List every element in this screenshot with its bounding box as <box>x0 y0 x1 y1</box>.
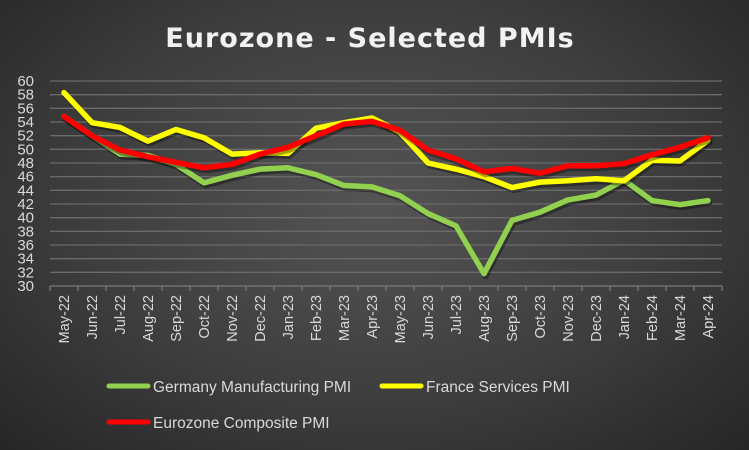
x-tick-label: Jun-22 <box>85 295 101 339</box>
y-tick-label: 60 <box>17 73 34 90</box>
x-tick-label: Mar-24 <box>673 295 689 341</box>
series-shadow <box>62 116 713 280</box>
legend-label-germany: Germany Manufacturing PMI <box>153 379 351 396</box>
x-tick-label: Apr-24 <box>701 295 717 339</box>
x-tick-label: Jul-22 <box>113 295 129 335</box>
legend-label-eurozone: Eurozone Composite PMI <box>153 415 330 432</box>
x-tick-label: Dec-22 <box>253 295 269 342</box>
chart-title: Eurozone - Selected PMIs <box>165 23 574 54</box>
y-tick-label: 30 <box>17 278 34 295</box>
x-tick-label: Jun-23 <box>421 295 437 339</box>
x-tick-label: Mar-23 <box>337 295 353 341</box>
y-tick-label: 56 <box>17 100 34 117</box>
y-tick-label: 44 <box>17 182 34 199</box>
x-tick-label: Nov-22 <box>225 295 241 342</box>
legend: Germany Manufacturing PMI France Service… <box>106 379 570 432</box>
x-tick-label: May-22 <box>57 295 73 343</box>
y-tick-label: 54 <box>17 114 34 131</box>
y-tick-label: 38 <box>17 223 34 240</box>
x-tick-label: Nov-23 <box>561 295 577 342</box>
y-tick-label: 46 <box>17 169 34 186</box>
x-tick-label: May-23 <box>393 295 409 343</box>
y-tick-label: 40 <box>17 210 34 227</box>
x-tick-label: Jan-23 <box>281 295 297 339</box>
y-tick-label: 36 <box>17 237 34 254</box>
x-axis: May-22 Jun-22 Jul-22 Aug-22 Sep-22 Oct-22 Nov-… <box>49 285 723 343</box>
x-tick-label: Aug-23 <box>477 295 493 342</box>
y-tick-label: 48 <box>17 155 34 172</box>
x-tick-label: Feb-24 <box>645 295 661 341</box>
y-tick-label: 50 <box>17 141 34 158</box>
x-tick-label: Apr-23 <box>365 295 381 339</box>
x-tick-label: Oct-22 <box>197 295 213 339</box>
y-tick-label: 58 <box>17 87 34 104</box>
y-tick-label: 42 <box>17 196 34 213</box>
series-lines <box>61 89 713 280</box>
series-line-eurozone-composite-pmi <box>61 113 711 176</box>
x-tick-label: Jan-24 <box>617 295 633 339</box>
gridlines <box>50 80 722 273</box>
x-tick-label: Aug-22 <box>141 295 157 342</box>
x-tick-label: Sep-22 <box>169 295 185 342</box>
y-tick-label: 34 <box>17 251 34 268</box>
legend-label-france: France Services PMI <box>426 379 570 396</box>
x-tick-label: Jul-23 <box>449 295 465 335</box>
x-tick-label: Oct-23 <box>533 295 549 339</box>
y-tick-label: 32 <box>17 264 34 281</box>
x-tick-label: Sep-23 <box>505 295 521 342</box>
y-tick-label: 52 <box>17 128 34 145</box>
x-tick-label: Dec-23 <box>589 295 605 342</box>
x-tick-label: Feb-23 <box>309 295 325 341</box>
series-shadow <box>62 92 713 194</box>
